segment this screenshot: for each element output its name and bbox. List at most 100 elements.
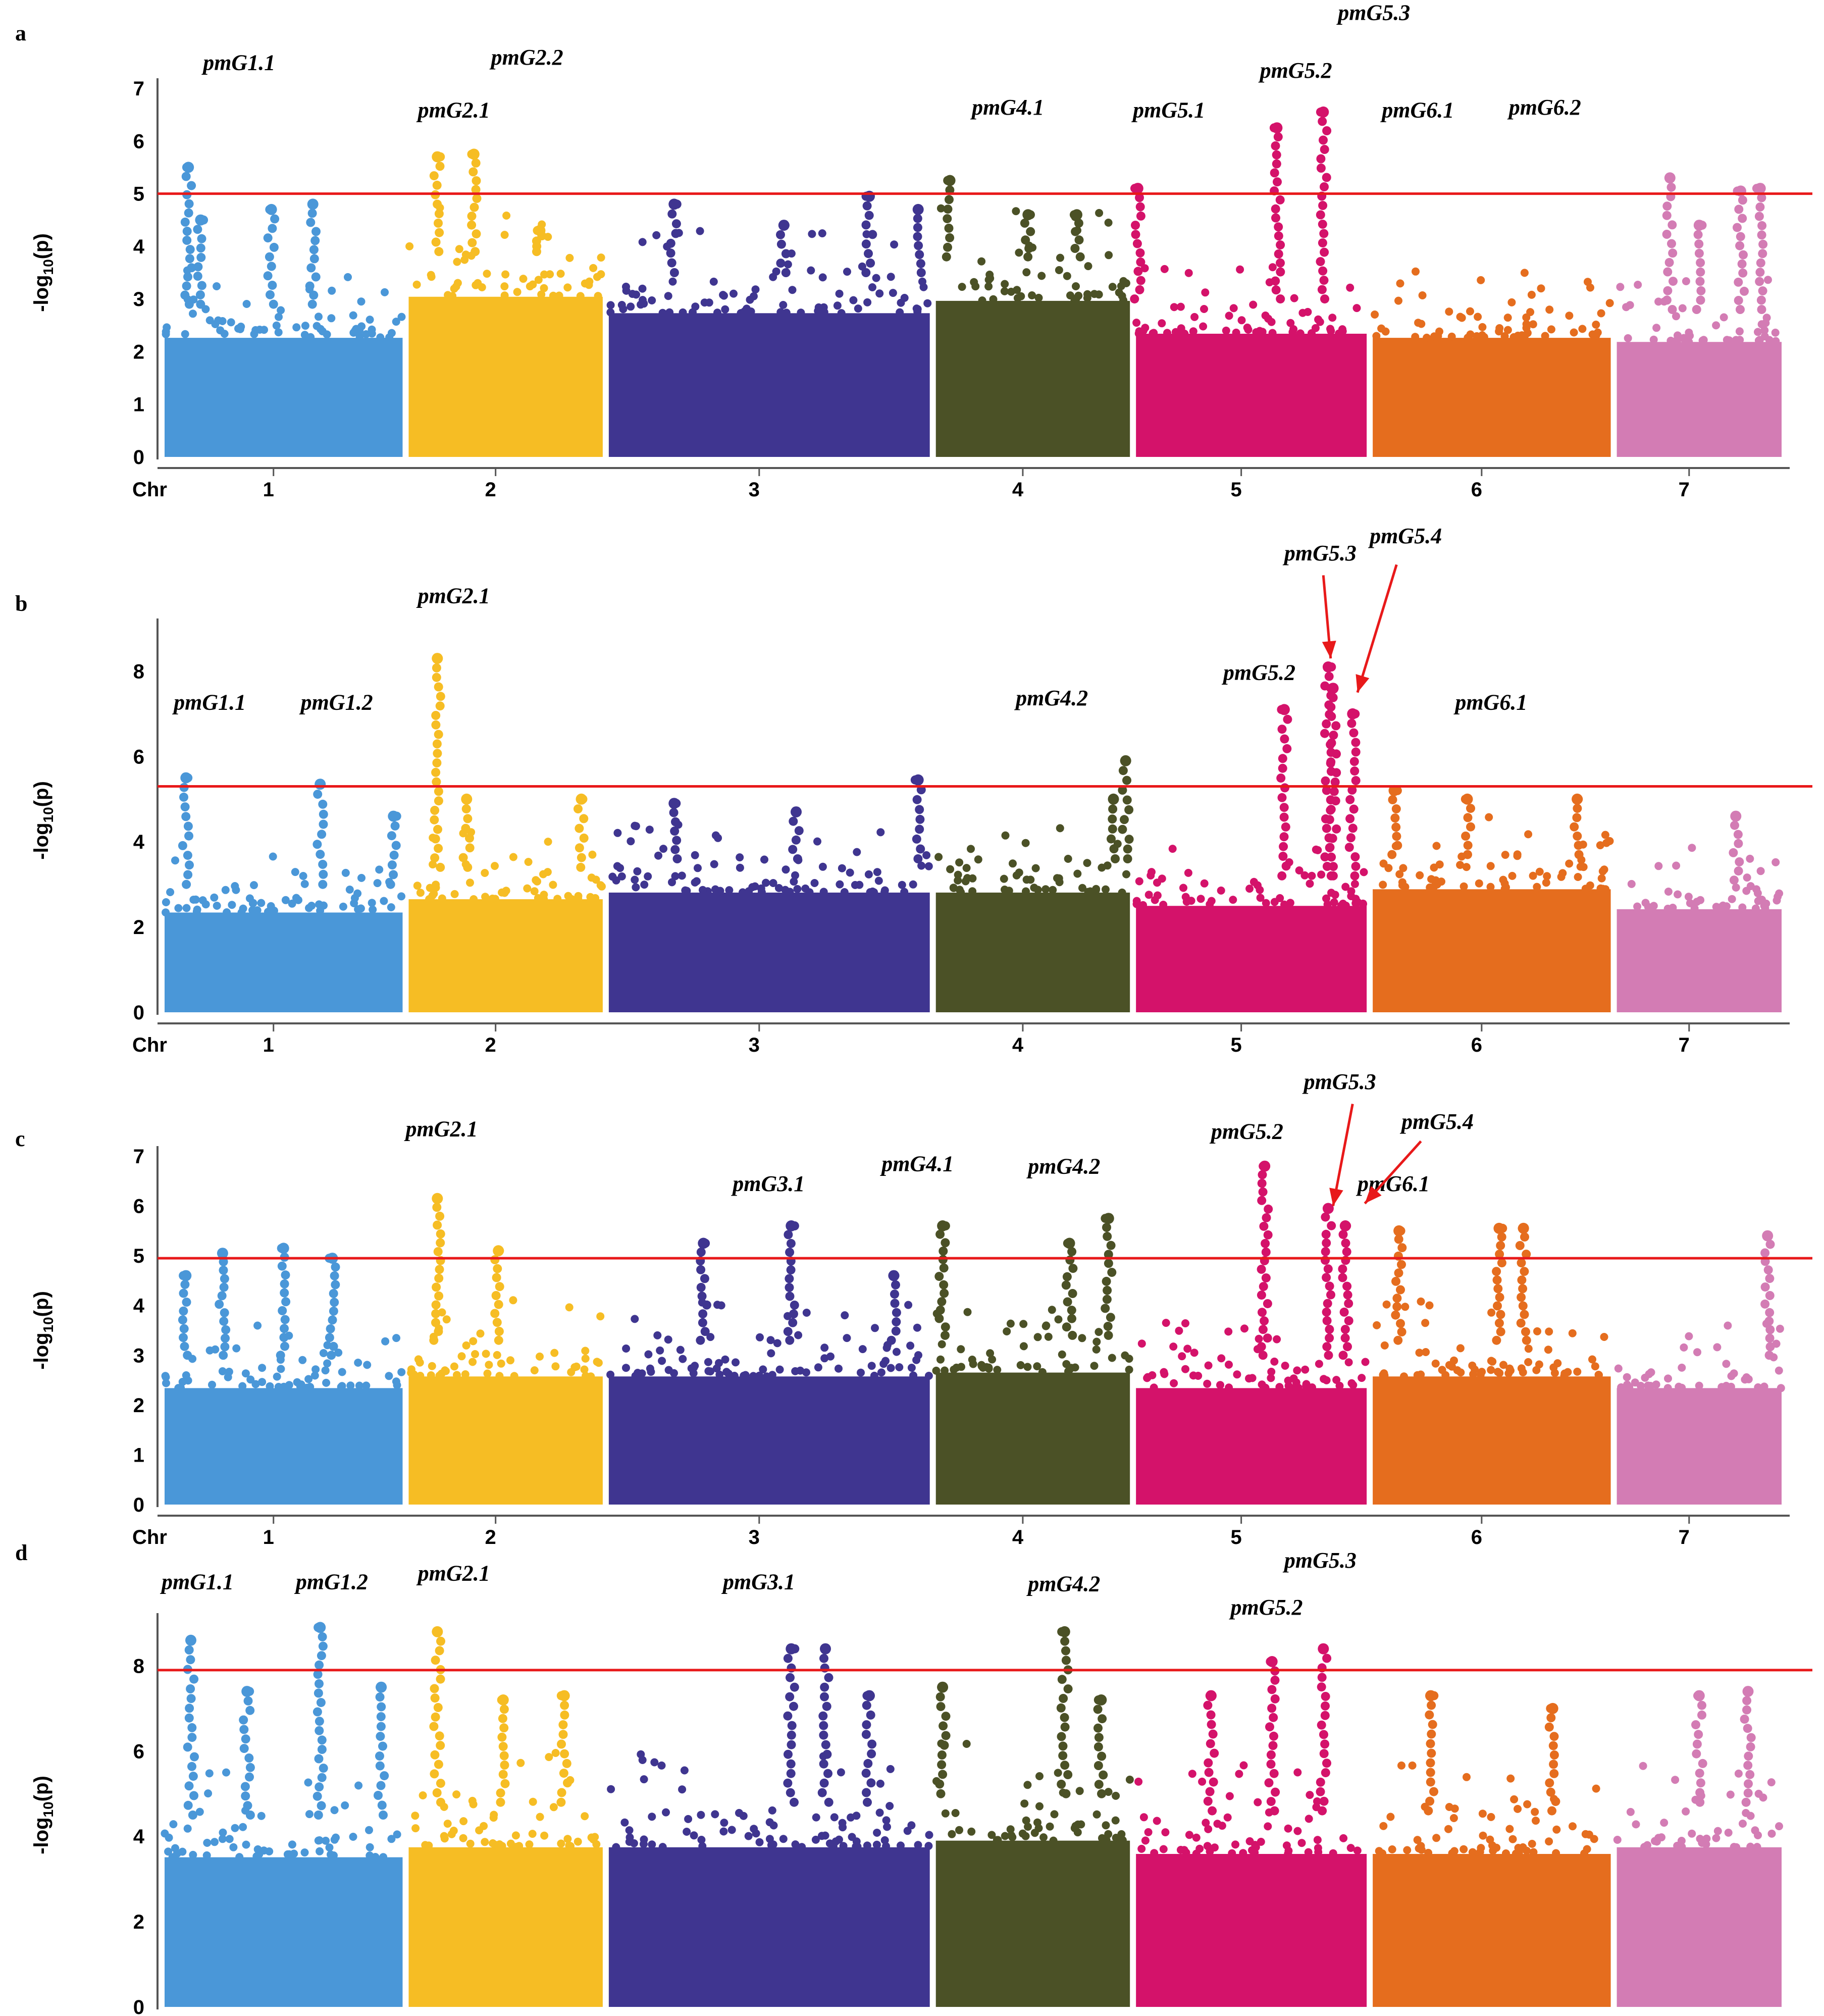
snp-point [652, 231, 661, 239]
chr-tick-label: 4 [1012, 1526, 1024, 1548]
snp-point [922, 851, 931, 859]
snp-point [1347, 892, 1356, 900]
snp-point [246, 1375, 255, 1384]
snp-point [1072, 282, 1080, 290]
peak [1203, 1690, 1219, 1816]
snp-point [435, 1731, 444, 1741]
snp-point [1320, 294, 1329, 304]
snp-point [1183, 1345, 1192, 1353]
qtl-label: pmG6.2 [1507, 95, 1581, 120]
snp-point [472, 194, 482, 203]
snp-point [1771, 858, 1780, 866]
snp-point [782, 308, 791, 317]
snp-point [1316, 1787, 1325, 1796]
chr-block [165, 1388, 403, 1505]
snp-point [1325, 1333, 1334, 1343]
snp-point [1734, 1769, 1743, 1778]
snp-point [1281, 861, 1291, 871]
snp-point [346, 1381, 355, 1390]
snp-point [1075, 252, 1085, 262]
snp-point [1268, 1741, 1278, 1750]
snp-point [375, 1761, 385, 1771]
snp-point [1468, 1361, 1477, 1370]
snp-point [1508, 1835, 1517, 1843]
qtl-label: pmG6.1 [1380, 97, 1454, 122]
snp-point [776, 230, 785, 239]
snp-point [1073, 869, 1082, 878]
snp-point [598, 882, 606, 891]
snp-point [1320, 1375, 1328, 1383]
peak-top-point [278, 1243, 289, 1254]
snp-point [549, 881, 557, 889]
snp-point [1543, 872, 1551, 881]
snp-point [811, 1835, 820, 1844]
y-tick-label: 6 [133, 1196, 144, 1218]
snp-point [1755, 202, 1765, 212]
snp-point [1506, 1774, 1515, 1783]
snp-point [751, 882, 759, 891]
chr-2-points [408, 828, 606, 1012]
snp-point [1545, 1837, 1553, 1846]
snp-point [820, 1682, 829, 1692]
snp-point [311, 227, 321, 236]
snp-point [449, 1827, 458, 1835]
y-tick-label: 7 [133, 1146, 144, 1168]
snp-point [182, 281, 191, 291]
snp-point [232, 1344, 241, 1353]
snp-point [1545, 1778, 1554, 1788]
snp-point [1529, 871, 1537, 880]
snp-point [880, 886, 889, 895]
snp-point [785, 1335, 795, 1345]
snp-point [631, 1315, 639, 1323]
snp-point [1321, 776, 1330, 786]
snp-point [1517, 1293, 1526, 1302]
snp-point [1277, 725, 1287, 734]
snp-point [1060, 1761, 1070, 1770]
snp-point [1401, 1303, 1410, 1311]
snp-point [1614, 1364, 1623, 1373]
peak [1733, 185, 1749, 314]
snp-point [1379, 1822, 1388, 1830]
snp-point [1136, 257, 1145, 267]
snp-point [536, 1813, 544, 1821]
snp-point [1338, 1264, 1347, 1274]
snp-point [1313, 1836, 1322, 1844]
snp-point [1616, 283, 1625, 291]
snp-point [640, 299, 648, 308]
snp-point [1039, 1833, 1048, 1842]
snp-point [1270, 1357, 1279, 1366]
snp-point [1007, 287, 1015, 296]
y-axis-label: -log10(p) [30, 781, 56, 860]
peak-top-point [558, 1690, 570, 1701]
peak [180, 162, 196, 309]
snp-point [781, 865, 790, 874]
snp-point [1734, 839, 1743, 848]
snp-point [240, 1782, 250, 1791]
snp-point [1281, 822, 1290, 832]
snp-point [555, 291, 563, 300]
snp-point [280, 1324, 289, 1333]
snp-point [1427, 1748, 1436, 1758]
snp-point [435, 701, 445, 711]
snp-point [689, 1369, 698, 1377]
snp-point [1743, 1724, 1752, 1733]
snp-point [882, 1816, 891, 1825]
peak-top-point [1096, 1694, 1107, 1705]
snp-point [579, 814, 589, 823]
snp-point [937, 1760, 947, 1770]
snp-point [1293, 1366, 1301, 1375]
snp-point [431, 1318, 440, 1327]
snp-point [1361, 1358, 1370, 1366]
snp-point [436, 862, 445, 872]
snp-point [219, 1265, 228, 1275]
snp-point [534, 276, 543, 284]
chr-3-points [606, 1298, 933, 1505]
y-tick-label: 0 [133, 446, 144, 469]
snp-point [1331, 891, 1339, 899]
chr-block [608, 1376, 930, 1505]
snp-point [537, 290, 546, 299]
peak [1130, 183, 1145, 304]
snp-point [1339, 1834, 1348, 1842]
snp-point [837, 1768, 845, 1777]
snp-point [195, 290, 205, 299]
